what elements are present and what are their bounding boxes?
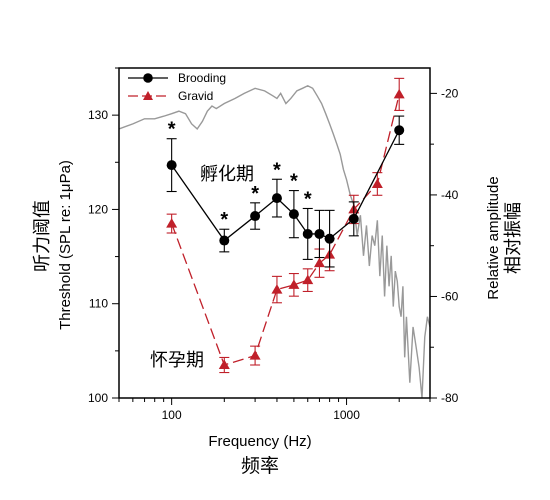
y2-tick-label: -20 [441,86,459,100]
x-axis-ticks: 100 1000 [118,398,431,422]
gravid-point [313,257,325,268]
y-tick-label: 130 [88,108,108,122]
gravid-point [393,88,405,99]
legend-brooding-label: Brooding [178,71,226,85]
significance-marker: * [251,183,259,205]
legend-gravid-label: Gravid [178,89,213,103]
y2-tick-label: -80 [441,391,459,405]
significance-marker: * [304,188,312,210]
y-tick-label: 100 [88,391,108,405]
brooding-line [171,129,400,242]
y2-axis-ticks: -80 -60 -40 -20 [430,86,459,405]
y-axis-label: Threshold (SPL re: 1μPa) [57,160,74,330]
gravid-line [171,94,400,366]
gravid-point [302,274,314,285]
brooding-point [219,235,230,246]
y2-axis-label: Relative amplitude [485,176,502,299]
brooding-point [324,233,335,244]
y-axis-ticks: 100 110 120 130 [88,67,119,405]
significance-marker: * [168,119,176,141]
y2-tick-label: -40 [441,188,459,202]
plot-area: * * * * * * [118,77,431,399]
significance-marker: * [220,209,228,231]
gravid-point [271,284,283,294]
legend-gravid-marker [143,91,153,100]
brooding-point [394,125,405,136]
legend: Brooding Gravid [128,71,226,103]
brooding-point [250,211,261,222]
annotation-brooding-cn: 孵化期 [200,164,254,185]
brooding-point [348,213,359,224]
legend-brooding-marker [143,73,153,83]
gravid-point [288,279,300,289]
x-tick-label: 1000 [333,408,360,422]
relative-amplitude-line [118,84,431,399]
brooding-point [166,160,177,171]
significance-marker: * [273,159,281,181]
brooding-point [288,209,299,220]
x-axis-label-cn: 频率 [241,455,279,477]
gravid-point [166,218,178,228]
brooding-point [314,228,325,239]
x-tick-label: 100 [162,408,182,422]
plot-frame [118,67,431,399]
significance-marker: * [290,171,298,193]
y-tick-label: 110 [89,297,108,311]
gravid-point [371,178,383,188]
y-tick-label: 120 [88,202,108,216]
x-axis-label: Frequency (Hz) [208,433,311,450]
gravid-point [249,350,261,360]
y2-tick-label: -60 [441,289,459,303]
brooding-point [271,193,282,204]
y2-axis-label-cn: 相对振幅 [503,202,524,274]
annotation-gravid-cn: 怀孕期 [150,350,204,371]
y-axis-label-cn: 听力阈值 [32,200,53,272]
gravid-point [218,359,230,369]
brooding-point [302,228,313,239]
